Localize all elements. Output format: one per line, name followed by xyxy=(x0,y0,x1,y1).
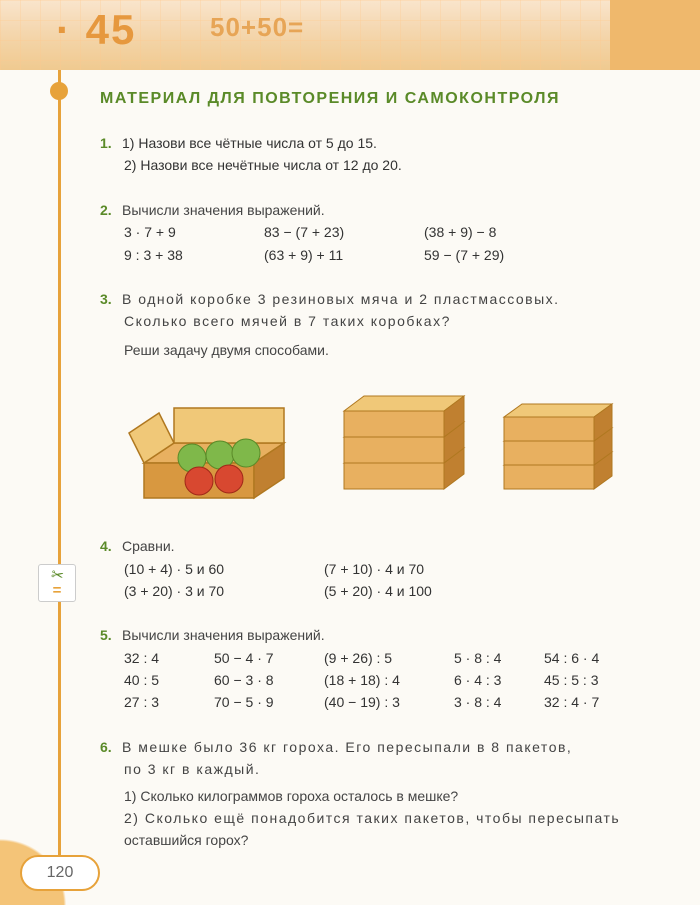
exercise-3: 3.В одной коробке 3 резиновых мяча и 2 п… xyxy=(100,288,650,361)
spine-line xyxy=(58,70,61,860)
compare-icon: ✂= xyxy=(38,564,76,602)
header-decor-45: · 45 xyxy=(56,6,136,54)
section-title: МАТЕРИАЛ ДЛЯ ПОВТОРЕНИЯ И САМОКОНТРОЛЯ xyxy=(100,90,650,108)
exercise-5: 5.Вычисли значения выражений. 32 : 4 50 … xyxy=(100,624,650,714)
header-decor-5050: 50+50= xyxy=(210,12,304,43)
page-content: МАТЕРИАЛ ДЛЯ ПОВТОРЕНИЯ И САМОКОНТРОЛЯ 1… xyxy=(100,90,650,874)
boxes-illustration xyxy=(124,383,650,513)
page-number: 120 xyxy=(20,855,100,891)
exercise-4: 4.Сравни. (10 + 4) · 5 и 60 (7 + 10) · 4… xyxy=(100,535,650,602)
exercise-2: 2.Вычисли значения выражений. 3 · 7 + 9 … xyxy=(100,199,650,266)
exercise-6: 6.В мешке было 36 кг гороха. Его пересып… xyxy=(100,736,650,852)
exercise-1: 1.1) Назови все чётные числа от 5 до 15.… xyxy=(100,132,650,177)
spine-dot xyxy=(50,82,68,100)
